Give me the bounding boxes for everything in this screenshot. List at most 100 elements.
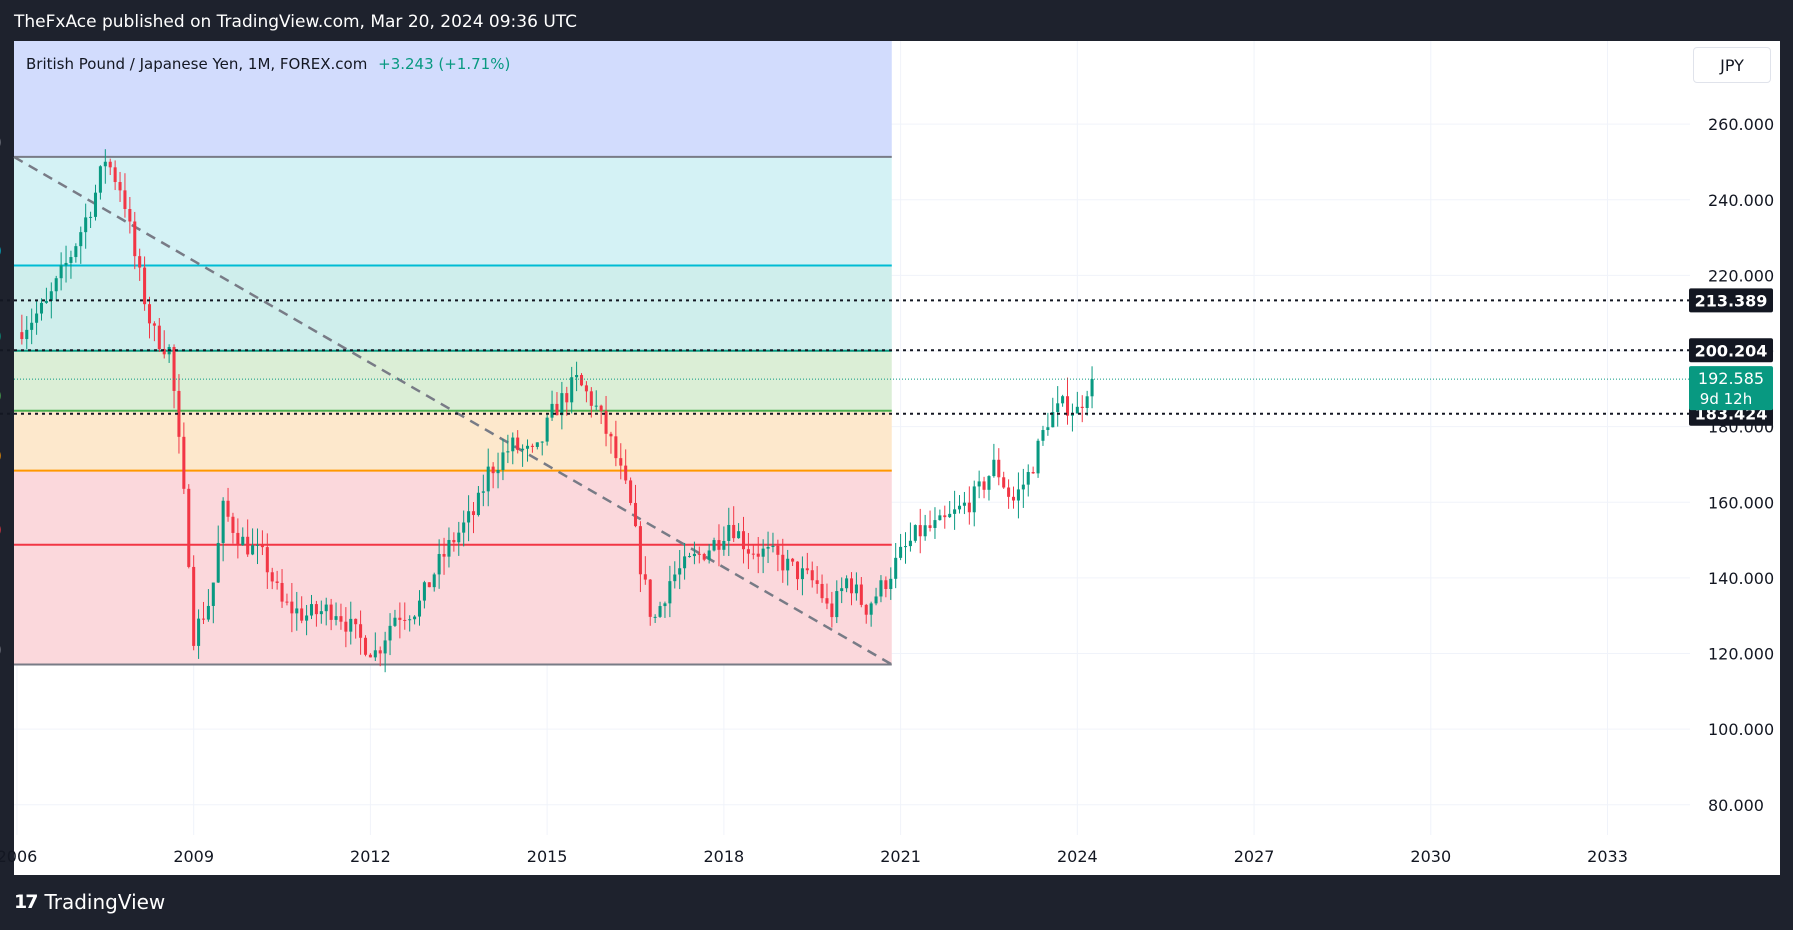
candle-body [624,465,628,481]
candles [20,149,1094,673]
candle-body [712,540,716,551]
candle-body [471,511,476,516]
candle-body [359,624,363,638]
candle-body [93,192,98,217]
candle-body [496,469,500,474]
x-tick-label: 2021 [880,847,921,866]
candle-body [44,300,48,303]
candle-body [113,167,117,183]
candle-body [948,513,952,518]
candle-body [560,393,564,416]
candle-body [673,574,677,582]
candle-body [1090,379,1094,397]
candle-body [692,553,696,557]
candle-body [378,650,382,654]
currency-button[interactable]: JPY [1693,47,1771,83]
candle-body [30,322,34,330]
candle-body [697,553,701,555]
candle-body [1016,489,1020,501]
candle-body [270,572,274,582]
candle-body [118,182,122,191]
candle-body [859,584,863,605]
x-axis: 2006 2009 2012 2015 2018 2021 2024 2027 2030 2033 [0,847,1628,866]
candle-body [604,410,608,434]
candle-body [329,604,333,620]
candle-body [172,346,176,391]
candle-body [820,583,824,599]
candle-body [314,604,318,615]
candle-body [614,436,618,459]
candle-body [687,556,692,558]
candle-body [300,608,304,621]
candle-body [1075,406,1079,414]
candle-body [246,536,250,555]
y-tick-label: 220.000 [1708,266,1774,285]
candle-body [128,209,132,222]
candle-body [324,604,328,612]
candle-body [452,539,456,543]
candle-body [629,480,633,503]
candle-body [1085,396,1089,408]
candle-body [182,436,186,489]
candle-body [579,374,584,386]
candle-body [717,540,721,550]
candle-body [638,526,642,575]
candle-body [1046,427,1050,431]
candle-body [491,466,495,474]
y-tick-label: 240.000 [1708,191,1774,210]
tradingview-footer[interactable]: 17 TradingView [14,890,165,914]
candle-body [918,525,922,537]
candle-body [903,546,908,548]
candle-body [133,221,137,257]
x-tick-label: 2033 [1587,847,1628,866]
candle-body [982,481,986,490]
candle-body [192,566,196,646]
candle-body [393,617,397,626]
candle-body [815,580,819,584]
candle-body [746,549,750,554]
candle-body [874,596,878,604]
candle-body [795,561,800,580]
candle-body [251,545,255,555]
candle-body [417,600,422,617]
candle-body [442,553,446,557]
candle-body [98,166,102,193]
x-tick-label: 2018 [704,847,745,866]
candle-body [756,553,760,557]
last-price-label: 192.585 [1698,369,1764,388]
candle-body [702,554,706,560]
candle-body [457,532,461,543]
candle-body [992,459,996,477]
candle-body [103,161,107,167]
candle-body [39,302,44,314]
candle-body [162,349,166,355]
candle-body [138,256,142,268]
candle-body [899,546,903,558]
candle-body [849,578,854,594]
y-tick-label: 100.000 [1708,720,1774,739]
candle-body [467,511,471,523]
candle-body [535,442,539,447]
candle-body [619,458,623,466]
candle-body [800,568,804,580]
candle-body [1036,440,1040,474]
candle-body [751,553,755,555]
candle-body [506,451,510,453]
x-tick-label: 2027 [1234,847,1275,866]
candle-body [771,545,775,548]
candle-body [869,603,873,615]
candle-body [854,584,858,594]
y-tick-label: 140.000 [1708,569,1774,588]
candle-body [923,525,927,537]
candle-body [530,445,534,447]
candle-body [236,532,240,546]
candle-body [481,491,485,493]
candle-body [201,618,206,620]
candle-body [54,278,58,292]
candle-body [1026,472,1030,485]
candle-body [732,524,736,539]
candle-body [59,265,63,279]
candle-body [1041,430,1045,441]
hline-badge [1689,288,1773,313]
